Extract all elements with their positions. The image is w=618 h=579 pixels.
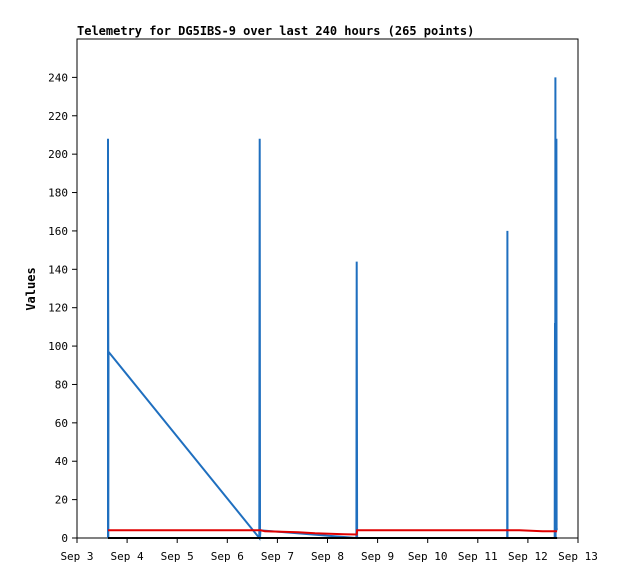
x-axis: Sep 3 Sep 4 Sep 5 Sep 6 Sep 7 Sep 8 Sep 9 Sep 1… xyxy=(60,538,598,563)
x-tick-label: Sep 12 xyxy=(508,550,548,563)
y-tick-label: 60 xyxy=(55,417,68,430)
x-tick-label: Sep 11 xyxy=(458,550,498,563)
x-tick-label: Sep 5 xyxy=(161,550,194,563)
y-tick-label: 80 xyxy=(55,378,68,391)
y-tick-label: 200 xyxy=(48,148,68,161)
y-tick-label: 240 xyxy=(48,71,68,84)
x-tick-label: Sep 8 xyxy=(311,550,344,563)
y-tick-label: 100 xyxy=(48,340,68,353)
x-tick-label: Sep 9 xyxy=(361,550,394,563)
x-tick-label: Sep 6 xyxy=(211,550,244,563)
y-tick-label: 120 xyxy=(48,302,68,315)
x-tick-label: Sep 13 xyxy=(558,550,598,563)
y-tick-label: 40 xyxy=(55,455,68,468)
y-tick-label: 0 xyxy=(61,532,68,545)
y-axis-label: Values xyxy=(24,267,38,310)
x-tick-label: Sep 7 xyxy=(261,550,294,563)
y-tick-label: 180 xyxy=(48,187,68,200)
series-line-2 xyxy=(108,529,558,536)
plot-area xyxy=(76,38,579,539)
x-tick-label: Sep 4 xyxy=(111,550,144,563)
x-tick-label: Sep 10 xyxy=(408,550,448,563)
y-tick-label: 160 xyxy=(48,225,68,238)
series-line-1 xyxy=(107,77,558,541)
y-tick-label: 140 xyxy=(48,263,68,276)
series-group xyxy=(107,77,558,541)
chart-title: Telemetry for DG5IBS-9 over last 240 hou… xyxy=(77,24,474,38)
y-tick-label: 220 xyxy=(48,110,68,123)
y-tick-label: 20 xyxy=(55,494,68,507)
x-tick-label: Sep 3 xyxy=(60,550,93,563)
y-axis: 0 20 40 60 80 100 120 140 160 180 200 220 240 xyxy=(48,71,77,545)
